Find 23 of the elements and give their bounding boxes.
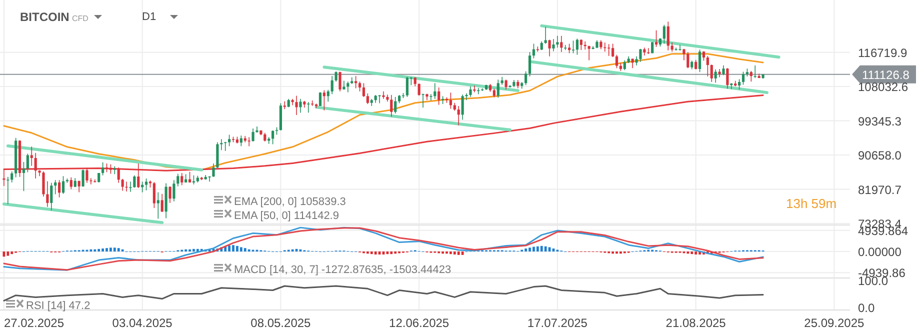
x-tick-label: 08.05.2025 xyxy=(250,316,312,330)
y-tick-label: 116719.9 xyxy=(858,46,908,60)
annotation: EMA [200, 0] 105839.3 xyxy=(234,196,346,208)
y-tick-label: 90658.0 xyxy=(858,148,902,163)
annotation: MACD [14, 30, 7] -1272.87635, -1503.44423 xyxy=(234,264,452,276)
y-tick-label: 99345.3 xyxy=(858,114,902,128)
y-tick-label: 0.0 xyxy=(858,300,876,315)
x-tick-label: 21.08.2025 xyxy=(666,316,726,330)
annotation: D1 xyxy=(142,11,156,23)
text: BITCOIN xyxy=(20,10,70,24)
ref-line-label: 111126.8 xyxy=(862,68,910,82)
x-tick-label: 12.06.2025 xyxy=(389,316,450,330)
annotation: RSI [14] 47.2 xyxy=(26,300,90,312)
annotation: EMA [50, 0] 114142.9 xyxy=(234,210,339,222)
annotation: 13h 59m xyxy=(786,196,837,211)
x-tick-label: 27.02.2025 xyxy=(4,316,64,330)
y-tick-label: 81970.7 xyxy=(858,182,902,197)
y-tick-label: 108032.6 xyxy=(858,80,908,94)
x-tick-label: 03.04.2025 xyxy=(112,316,173,330)
x-tick-label: 25.09.2025 xyxy=(804,316,865,330)
x-tick-label: 17.07.2025 xyxy=(527,316,588,330)
y-tick-label: 0.00000 xyxy=(858,245,902,259)
text: CFD xyxy=(72,14,89,23)
